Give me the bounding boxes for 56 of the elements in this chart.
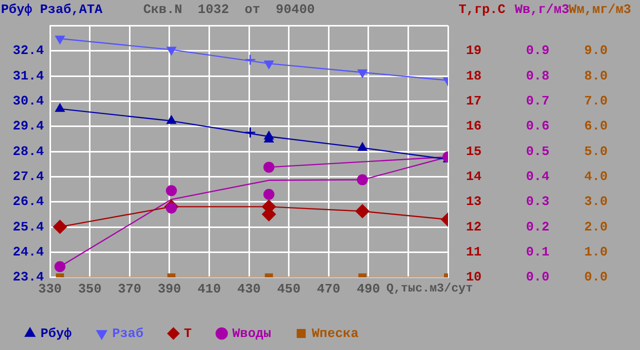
y2-tick-label: 12 xyxy=(466,219,482,234)
text: 4.0 xyxy=(584,169,608,184)
legend-label: Рзаб xyxy=(112,326,144,341)
x-tick-label: 350 xyxy=(78,281,102,296)
y3-tick-label: 0.0 xyxy=(526,270,550,285)
y3-tick-label: 0.2 xyxy=(526,219,550,234)
text: 7.0 xyxy=(584,94,608,109)
x-tick-label: 390 xyxy=(158,281,182,296)
y2-tick-label: 17 xyxy=(466,94,482,109)
y3-tick-label: 0.6 xyxy=(526,118,550,134)
text: 0.0 xyxy=(584,270,608,285)
y-tick-label: 25.4 xyxy=(12,219,44,234)
y2-tick-label: 19 xyxy=(466,43,482,58)
y-tick-label: 30.4 xyxy=(12,94,44,109)
y3-tick-label: 0.9 xyxy=(526,43,550,58)
legend-label: Wводы xyxy=(232,326,272,341)
y2-tick-label: 16 xyxy=(466,118,482,134)
text: 9.0 xyxy=(584,43,608,58)
x-tick-label: 370 xyxy=(118,281,142,296)
y2-tick-label: 14 xyxy=(466,169,482,184)
y-tick-label: 24.4 xyxy=(12,244,44,260)
y2-axis-title: T,гр.С xyxy=(458,2,506,17)
text: 2.0 xyxy=(584,219,608,234)
x-tick-label: 490 xyxy=(356,281,380,296)
y-axis-title: Рбуф Рзаб,АТА xyxy=(1,2,103,17)
y2-tick-label: 15 xyxy=(466,144,482,159)
y3-tick-label: 0.8 xyxy=(526,68,550,84)
x-tick-label: 470 xyxy=(316,281,340,296)
legend-label: T xyxy=(184,326,192,341)
x-tick-label: 450 xyxy=(277,281,301,296)
y3-tick-label: 0.4 xyxy=(526,169,550,184)
y3-tick-label: 0.3 xyxy=(526,194,550,210)
y3-tick-label: 0.5 xyxy=(526,144,550,159)
y-tick-label: 31.4 xyxy=(12,68,44,84)
y3-axis-title: Wв,г/м3 xyxy=(514,2,570,17)
legend-label: Wпеска xyxy=(312,326,359,341)
y-tick-label: 27.4 xyxy=(12,169,44,184)
y-tick-label: 29.4 xyxy=(12,118,44,134)
text: 5.0 xyxy=(584,144,608,159)
text: 1.0 xyxy=(584,244,608,260)
y2-tick-label: 18 xyxy=(466,68,482,84)
text: 3.0 xyxy=(584,194,608,210)
y-tick-label: 28.4 xyxy=(12,144,44,159)
text: 6.0 xyxy=(584,118,608,134)
y2-tick-label: 13 xyxy=(466,194,482,210)
chart-title: Скв.N 1032 от 90400 xyxy=(143,2,316,17)
y-tick-label: 32.4 xyxy=(12,43,44,58)
y3-tick-label: 0.1 xyxy=(526,244,550,260)
y2-tick-label: 11 xyxy=(466,244,482,260)
y-tick-label: 26.4 xyxy=(12,194,44,210)
legend-label: Рбуф xyxy=(40,326,72,341)
x-tick-label: 410 xyxy=(197,281,222,296)
text: Wм,мг/м3 xyxy=(568,2,632,17)
y3-tick-label: 0.7 xyxy=(526,94,550,109)
text: 8.0 xyxy=(584,68,608,84)
x-tick-label: 430 xyxy=(237,281,261,296)
